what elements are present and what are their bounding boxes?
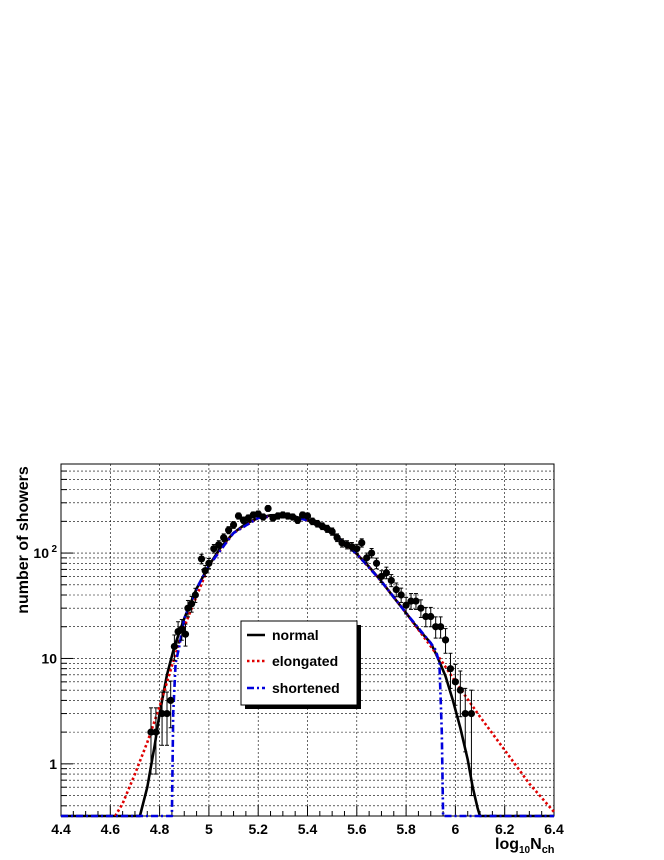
data-point xyxy=(358,539,366,547)
data-point xyxy=(220,534,228,542)
data-point xyxy=(372,559,381,567)
data-point xyxy=(210,545,218,553)
data-point xyxy=(387,576,395,585)
data-point xyxy=(392,586,400,594)
data-point xyxy=(303,512,312,520)
x-axis-title-var: N xyxy=(530,836,542,853)
data-point xyxy=(167,696,175,704)
data-point xyxy=(147,728,155,736)
x-tick-label: 6.2 xyxy=(495,821,515,837)
x-tick-label: 6 xyxy=(452,821,460,837)
data-point xyxy=(178,625,186,633)
data-point xyxy=(229,521,238,529)
x-axis-title-var-sub: ch xyxy=(542,844,555,856)
data-point xyxy=(412,597,420,605)
data-point xyxy=(170,642,178,651)
x-axis-title: log10Nch xyxy=(495,836,555,856)
data-point xyxy=(451,678,459,686)
x-tick-label: 6.4 xyxy=(544,821,564,837)
data-point xyxy=(197,555,206,563)
y-tick-label-exponent: 2 xyxy=(51,544,57,555)
data-point xyxy=(367,549,376,557)
x-tick-label: 5.8 xyxy=(396,821,416,837)
legend-label-elongated: elongated xyxy=(272,653,338,669)
x-axis-title-base: log xyxy=(495,836,519,853)
x-tick-label: 5.2 xyxy=(248,821,268,837)
x-tick-label: 5.4 xyxy=(298,821,318,837)
legend-label-normal: normal xyxy=(272,627,319,643)
y-tick-label: 10 xyxy=(33,545,49,561)
data-point xyxy=(158,709,166,718)
x-tick-label: 4.6 xyxy=(101,821,121,837)
data-points xyxy=(147,504,476,797)
data-point xyxy=(188,600,196,608)
data-point xyxy=(397,591,405,599)
data-point xyxy=(205,559,213,567)
data-point xyxy=(441,636,450,644)
data-point xyxy=(181,630,190,638)
data-point xyxy=(446,665,455,673)
x-axis-title-base-sub: 10 xyxy=(519,845,531,856)
data-point xyxy=(163,709,171,718)
data-point xyxy=(382,569,390,577)
data-point xyxy=(191,591,199,599)
data-point xyxy=(461,709,469,718)
svg-text:log10Nch: log10Nch xyxy=(495,836,555,856)
x-tick-label: 4.4 xyxy=(51,821,71,837)
data-point xyxy=(215,541,223,549)
data-point xyxy=(333,534,341,542)
y-axis-title: number of showers xyxy=(15,466,32,614)
data-point xyxy=(264,504,272,513)
data-point xyxy=(152,728,160,736)
legend-label-shortened: shortened xyxy=(272,680,340,696)
data-point xyxy=(417,604,425,612)
x-tick-label: 5.6 xyxy=(347,821,367,837)
data-point xyxy=(407,597,415,605)
data-point xyxy=(427,612,435,621)
data-point xyxy=(422,612,430,621)
data-point xyxy=(259,513,267,521)
y-tick-label: 10 xyxy=(41,650,57,666)
data-point xyxy=(467,709,476,718)
data-point xyxy=(437,623,445,631)
data-point xyxy=(456,686,464,694)
curve-shortened xyxy=(61,513,554,818)
data-point xyxy=(377,572,386,581)
data-point xyxy=(294,516,302,524)
data-point xyxy=(225,526,233,534)
data-point xyxy=(402,601,410,609)
data-point xyxy=(363,554,371,562)
data-point xyxy=(432,623,440,631)
data-point xyxy=(234,512,243,520)
legend: normal elongated shortened xyxy=(240,620,361,709)
data-point xyxy=(353,545,361,553)
x-tick-label: 5 xyxy=(205,821,213,837)
data-point xyxy=(328,527,336,536)
x-tick-label: 4.8 xyxy=(150,821,170,837)
y-tick-label: 1 xyxy=(49,756,57,772)
